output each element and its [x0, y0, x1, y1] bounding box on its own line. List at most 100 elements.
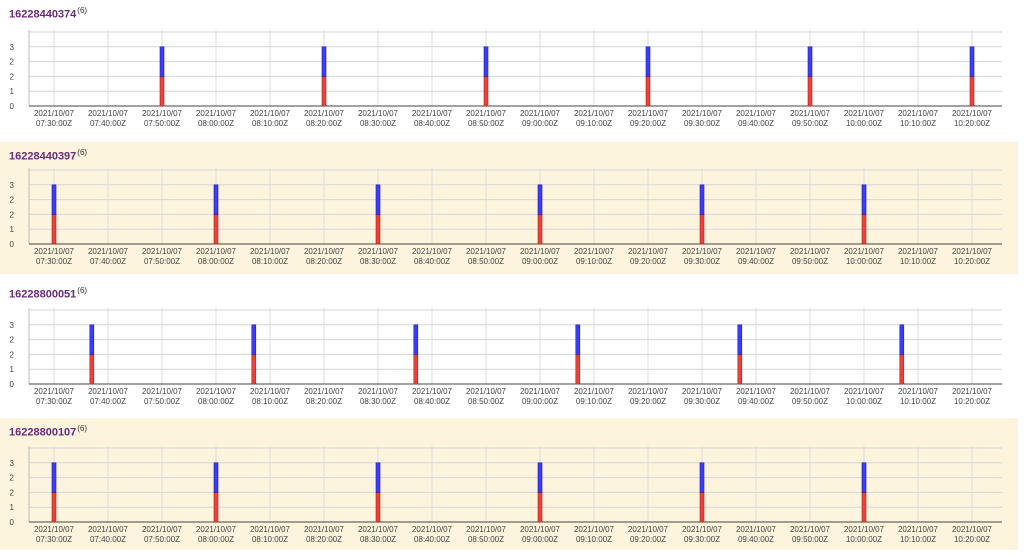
y-tick-label: 1	[10, 225, 15, 234]
bar-segment-top	[213, 184, 219, 215]
bar-segment-bottom	[51, 492, 57, 523]
bar-segment-bottom	[413, 354, 419, 385]
y-tick-label: 1	[10, 503, 15, 512]
x-tick-label: 08:00:00Z	[198, 257, 234, 266]
x-tick-label: 09:10:00Z	[576, 397, 612, 406]
x-tick-label: 08:00:00Z	[198, 119, 234, 128]
x-tick-label: 2021/10/07	[736, 525, 777, 534]
x-tick-label: 07:50:00Z	[144, 119, 180, 128]
y-tick-label: 2	[10, 72, 15, 81]
x-tick-label: 07:50:00Z	[144, 535, 180, 544]
y-tick-label: 3	[10, 321, 15, 330]
x-tick-label: 2021/10/07	[466, 109, 507, 118]
x-tick-label: 2021/10/07	[844, 525, 885, 534]
bar-segment-top	[899, 324, 905, 355]
chart-panel-1: 16228440374(6) 0 1 2 2 3 2021/10/07 07:30:00Z 2…	[0, 0, 1018, 140]
x-tick-label: 10:20:00Z	[954, 119, 990, 128]
x-tick-label: 2021/10/07	[574, 387, 615, 396]
bar-segment-bottom	[537, 492, 543, 523]
x-tick-label: 2021/10/07	[34, 109, 75, 118]
bar-segment-top	[483, 46, 489, 77]
panel-count: (6)	[77, 148, 88, 157]
bar-segment-top	[861, 462, 867, 493]
x-tick-label: 2021/10/07	[844, 387, 885, 396]
x-tick-label: 2021/10/07	[952, 247, 993, 256]
panel-title[interactable]: 16228800107(6)	[9, 424, 88, 439]
bar-segment-bottom	[807, 76, 813, 107]
panel-title[interactable]: 16228800051(6)	[9, 286, 88, 301]
x-tick-label: 10:10:00Z	[900, 397, 936, 406]
x-tick-label: 09:30:00Z	[684, 119, 720, 128]
x-tick-label: 2021/10/07	[520, 109, 561, 118]
bar-segment-bottom	[483, 76, 489, 107]
bar-segment-top	[645, 46, 651, 77]
x-tick-label: 09:50:00Z	[792, 535, 828, 544]
bar-segment-top	[413, 324, 419, 355]
bar-segment-bottom	[699, 214, 705, 245]
x-tick-label: 08:40:00Z	[414, 535, 450, 544]
x-tick-label: 2021/10/07	[358, 247, 399, 256]
x-tick-label: 10:20:00Z	[954, 535, 990, 544]
x-tick-label: 2021/10/07	[898, 525, 939, 534]
x-tick-label: 2021/10/07	[520, 247, 561, 256]
bar-segment-top	[537, 462, 543, 493]
bar-segment-bottom	[51, 214, 57, 245]
x-tick-label: 2021/10/07	[898, 247, 939, 256]
x-tick-label: 08:10:00Z	[252, 397, 288, 406]
y-tick-label: 3	[10, 43, 15, 52]
bar-segment-top	[807, 46, 813, 77]
x-tick-label: 09:50:00Z	[792, 397, 828, 406]
x-tick-label: 10:10:00Z	[900, 257, 936, 266]
bar-segment-bottom	[159, 76, 165, 107]
bar-segment-bottom	[969, 76, 975, 107]
bar-segment-top	[51, 462, 57, 493]
x-tick-label: 2021/10/07	[88, 525, 129, 534]
x-tick-label: 09:30:00Z	[684, 535, 720, 544]
x-tick-label: 07:30:00Z	[36, 397, 72, 406]
x-tick-label: 2021/10/07	[952, 109, 993, 118]
y-tick-label: 2	[10, 336, 15, 345]
y-tick-label: 1	[10, 365, 15, 374]
bar-segment-top	[251, 324, 257, 355]
y-tick-label: 0	[10, 102, 15, 111]
x-tick-label: 2021/10/07	[34, 247, 75, 256]
x-tick-label: 2021/10/07	[250, 109, 291, 118]
x-tick-label: 2021/10/07	[358, 387, 399, 396]
x-tick-label: 07:50:00Z	[144, 257, 180, 266]
bar-segment-top	[575, 324, 581, 355]
x-tick-label: 10:00:00Z	[846, 397, 882, 406]
x-tick-label: 09:10:00Z	[576, 535, 612, 544]
x-tick-label: 09:30:00Z	[684, 257, 720, 266]
x-tick-label: 2021/10/07	[88, 109, 129, 118]
x-tick-label: 10:10:00Z	[900, 535, 936, 544]
x-tick-label: 2021/10/07	[196, 525, 237, 534]
bar-segment-top	[699, 462, 705, 493]
x-tick-label: 2021/10/07	[250, 525, 291, 534]
bar-segment-bottom	[251, 354, 257, 385]
x-tick-label: 2021/10/07	[142, 247, 183, 256]
x-tick-label: 2021/10/07	[304, 247, 345, 256]
x-tick-label: 09:40:00Z	[738, 119, 774, 128]
x-tick-label: 10:00:00Z	[846, 119, 882, 128]
x-tick-label: 08:00:00Z	[198, 397, 234, 406]
x-tick-label: 10:20:00Z	[954, 397, 990, 406]
x-tick-label: 08:40:00Z	[414, 397, 450, 406]
x-tick-label: 2021/10/07	[196, 387, 237, 396]
bar-segment-top	[861, 184, 867, 215]
x-tick-label: 2021/10/07	[844, 247, 885, 256]
bar-segment-bottom	[861, 492, 867, 523]
x-tick-label: 2021/10/07	[250, 247, 291, 256]
x-tick-label: 2021/10/07	[142, 109, 183, 118]
x-tick-label: 09:40:00Z	[738, 257, 774, 266]
panel-title[interactable]: 16228440374(6)	[9, 6, 88, 21]
x-tick-label: 09:00:00Z	[522, 119, 558, 128]
x-tick-label: 2021/10/07	[736, 247, 777, 256]
x-tick-label: 08:50:00Z	[468, 535, 504, 544]
x-tick-label: 2021/10/07	[412, 247, 453, 256]
x-tick-label: 08:40:00Z	[414, 119, 450, 128]
x-tick-label: 09:30:00Z	[684, 397, 720, 406]
panel-title[interactable]: 16228440397(6)	[9, 148, 88, 163]
x-tick-label: 08:10:00Z	[252, 119, 288, 128]
x-tick-label: 2021/10/07	[736, 387, 777, 396]
x-tick-label: 09:20:00Z	[630, 535, 666, 544]
